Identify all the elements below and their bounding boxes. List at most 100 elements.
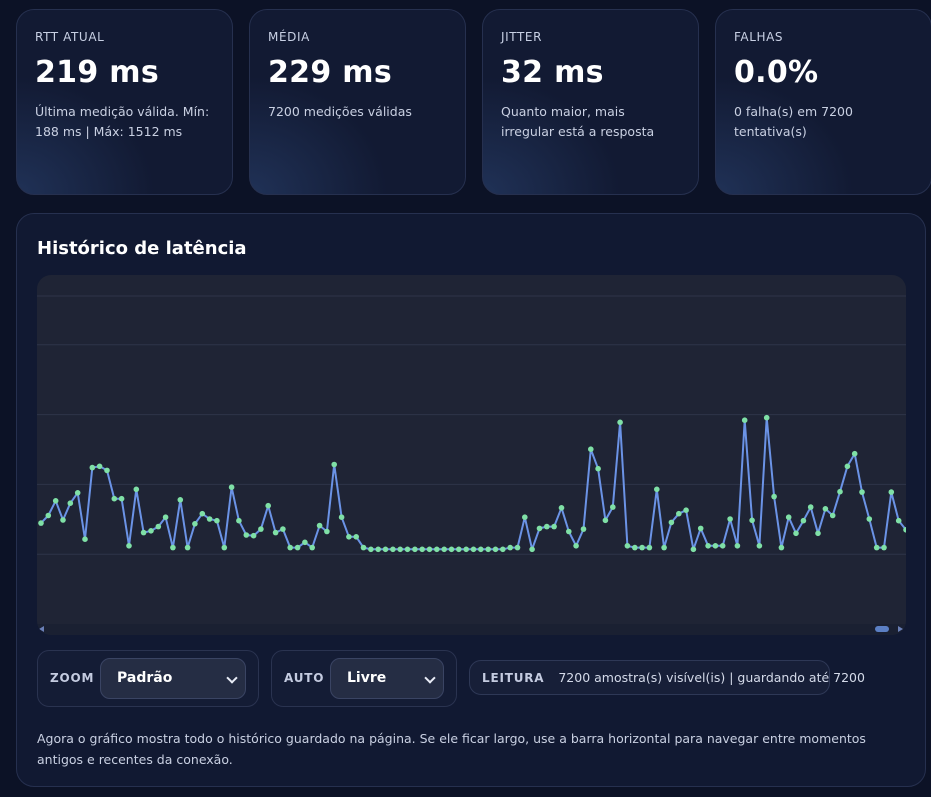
data-point[interactable]	[104, 467, 110, 474]
data-point[interactable]	[522, 514, 528, 520]
data-point[interactable]	[558, 505, 565, 511]
data-point[interactable]	[580, 526, 587, 532]
data-point[interactable]	[155, 523, 162, 530]
data-point[interactable]	[756, 543, 763, 549]
data-point[interactable]	[441, 546, 448, 553]
data-point[interactable]	[199, 510, 206, 517]
data-point[interactable]	[741, 417, 748, 423]
data-point[interactable]	[763, 414, 770, 421]
data-point[interactable]	[881, 544, 887, 551]
data-point[interactable]	[514, 544, 521, 551]
data-point[interactable]	[162, 514, 169, 520]
data-point[interactable]	[588, 446, 594, 452]
data-point[interactable]	[815, 530, 821, 537]
data-point[interactable]	[228, 484, 235, 490]
data-point[interactable]	[632, 544, 638, 551]
data-point[interactable]	[654, 486, 660, 493]
data-point[interactable]	[382, 546, 389, 553]
data-point[interactable]	[192, 521, 198, 527]
data-point[interactable]	[96, 463, 103, 470]
data-point[interactable]	[397, 546, 404, 553]
data-point[interactable]	[778, 544, 785, 551]
data-point[interactable]	[529, 546, 535, 553]
data-point[interactable]	[470, 546, 477, 553]
data-point[interactable]	[412, 546, 418, 553]
data-point[interactable]	[258, 526, 264, 532]
data-point[interactable]	[683, 507, 689, 513]
data-point[interactable]	[38, 520, 44, 526]
data-point[interactable]	[353, 534, 360, 540]
data-point[interactable]	[280, 526, 286, 532]
data-point[interactable]	[206, 516, 213, 522]
latency-chart[interactable]	[37, 275, 906, 635]
data-point[interactable]	[52, 498, 59, 504]
data-point[interactable]	[177, 497, 184, 503]
data-point[interactable]	[668, 519, 675, 526]
data-point[interactable]	[705, 543, 711, 549]
data-point[interactable]	[734, 543, 741, 549]
data-point[interactable]	[844, 463, 851, 470]
data-point[interactable]	[294, 544, 301, 551]
data-point[interactable]	[126, 543, 132, 549]
data-point[interactable]	[888, 489, 895, 495]
data-point[interactable]	[287, 544, 293, 551]
data-point[interactable]	[749, 517, 755, 524]
data-point[interactable]	[566, 528, 572, 535]
data-point[interactable]	[74, 490, 81, 496]
data-point[interactable]	[316, 522, 323, 529]
data-point[interactable]	[67, 500, 74, 506]
data-point[interactable]	[184, 544, 191, 551]
data-point[interactable]	[573, 543, 579, 549]
data-point[interactable]	[771, 493, 777, 500]
data-point[interactable]	[829, 512, 836, 519]
data-point[interactable]	[859, 489, 865, 495]
data-point[interactable]	[690, 546, 697, 553]
data-point[interactable]	[837, 488, 843, 495]
data-point[interactable]	[82, 536, 88, 542]
data-point[interactable]	[148, 528, 154, 534]
scroll-right-icon[interactable]	[898, 626, 903, 632]
data-point[interactable]	[800, 517, 807, 524]
data-point[interactable]	[478, 546, 484, 553]
data-point[interactable]	[719, 543, 726, 549]
data-point[interactable]	[536, 525, 543, 532]
data-point[interactable]	[221, 544, 228, 551]
chart-horizontal-scrollbar[interactable]	[37, 624, 906, 635]
data-point[interactable]	[111, 495, 118, 502]
data-point[interactable]	[404, 546, 411, 553]
data-point[interactable]	[89, 464, 96, 471]
data-point[interactable]	[309, 544, 316, 551]
data-point[interactable]	[807, 504, 814, 510]
data-point[interactable]	[368, 546, 374, 553]
data-point[interactable]	[873, 544, 880, 551]
scroll-left-icon[interactable]	[39, 626, 44, 632]
data-point[interactable]	[236, 517, 242, 524]
data-point[interactable]	[697, 525, 704, 532]
data-point[interactable]	[265, 502, 271, 509]
data-point[interactable]	[45, 512, 52, 519]
data-point[interactable]	[544, 523, 550, 530]
data-point[interactable]	[727, 516, 733, 522]
data-point[interactable]	[712, 543, 719, 549]
data-point[interactable]	[272, 529, 279, 536]
scroll-thumb[interactable]	[875, 626, 889, 632]
data-point[interactable]	[551, 523, 557, 530]
data-point[interactable]	[324, 528, 330, 535]
data-point[interactable]	[375, 546, 382, 553]
data-point[interactable]	[243, 532, 250, 538]
data-point[interactable]	[448, 546, 455, 553]
data-point[interactable]	[434, 546, 440, 553]
data-point[interactable]	[785, 514, 792, 520]
data-point[interactable]	[426, 546, 433, 553]
data-point[interactable]	[676, 510, 682, 517]
data-point[interactable]	[617, 419, 623, 426]
data-point[interactable]	[346, 534, 352, 540]
data-point[interactable]	[133, 486, 140, 493]
data-point[interactable]	[851, 450, 858, 457]
data-point[interactable]	[118, 495, 125, 502]
data-point[interactable]	[507, 544, 513, 551]
data-point[interactable]	[492, 546, 499, 553]
data-point[interactable]	[390, 546, 396, 553]
data-point[interactable]	[595, 465, 601, 472]
data-point[interactable]	[456, 546, 462, 553]
